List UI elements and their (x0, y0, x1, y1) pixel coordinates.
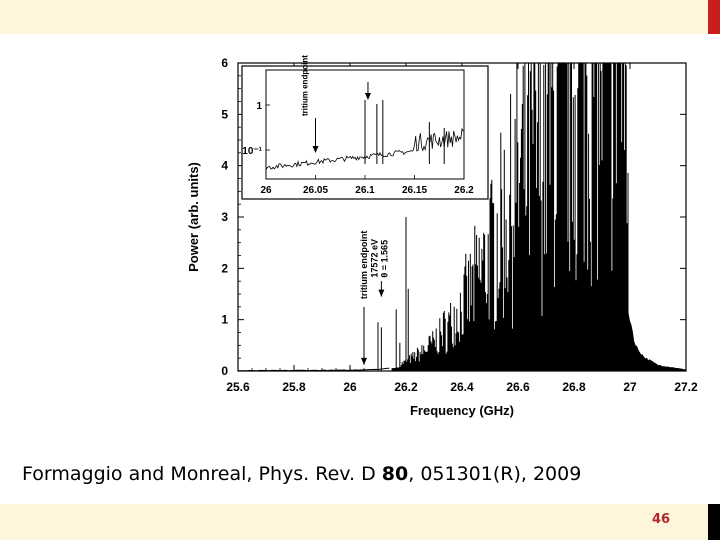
citation-volume: 80 (381, 463, 409, 485)
top-band (0, 0, 720, 34)
theta-label: θ = 1.565 (379, 240, 389, 278)
x-tick-label: 25.6 (226, 380, 250, 394)
tritium-endpoint-label: tritium endpoint (359, 231, 369, 300)
inset-x-tick-label: 26 (260, 185, 272, 196)
inset-axes: 26 26.05 26.1 26.15 26.2 10⁻¹ 1 (242, 69, 474, 196)
spectrum-baseline (238, 367, 390, 371)
x-tick-label: 26.2 (394, 380, 418, 394)
endpoint-arrow-head (361, 357, 367, 365)
inset-x-tick-label: 26.15 (402, 185, 427, 196)
inset-x-tick-label: 26.2 (454, 185, 474, 196)
main-annotations: tritium endpoint 17572 eV θ = 1.565 (359, 231, 389, 365)
top-accent-tab (708, 0, 720, 34)
main-axes: 25.6 25.8 26 26.2 26.4 26.6 26.8 27 27.2 0 1 2 3 4 5 6 (221, 56, 698, 394)
citation: Formaggio and Monreal, Phys. Rev. D 80, … (22, 463, 581, 485)
spectrum-group (238, 63, 686, 371)
x-tick-label: 26.8 (562, 380, 586, 394)
inset-plot: 26 26.05 26.1 26.15 26.2 10⁻¹ 1 tritium endpoi… (241, 55, 489, 200)
y-tick-label: 1 (221, 313, 228, 327)
inset-peak-arrow-head (364, 93, 371, 100)
energy-arrow-head (378, 289, 385, 297)
citation-article: , 051301(R), 2009 (408, 463, 582, 485)
main-plot: 25.6 25.8 26 26.2 26.4 26.6 26.8 27 27.20123456 … (186, 56, 698, 418)
inset-x-tick-label: 26.05 (303, 185, 328, 196)
spectrum-envelope (392, 289, 686, 371)
y-tick-label: 6 (221, 56, 228, 70)
citation-authors: Formaggio and Monreal, Phys. Rev. D (22, 463, 376, 485)
energy-label: 17572 eV (369, 239, 379, 278)
x-tick-label: 26.6 (506, 380, 530, 394)
x-tick-label: 27 (623, 380, 637, 394)
inset-data-layer (266, 100, 464, 170)
inset-y-tick-label: 1 (256, 101, 262, 112)
x-tick-label: 26.4 (450, 380, 474, 394)
x-tick-label: 26 (343, 380, 357, 394)
y-tick-label: 2 (221, 261, 228, 275)
main-y-axis-label: Power (arb. units) (186, 162, 201, 272)
inset-endpoint-arrow-head (312, 146, 319, 153)
inset-annotations: tritium endpoint (301, 55, 371, 153)
inset-x-tick-label: 26.1 (355, 185, 375, 196)
y-tick-label: 4 (221, 159, 228, 173)
y-tick-label: 3 (221, 210, 228, 224)
x-tick-label: 25.8 (282, 380, 306, 394)
main-x-axis-label: Frequency (GHz) (410, 403, 514, 418)
y-tick-label: 0 (221, 364, 228, 378)
page-number: 46 (652, 512, 671, 527)
main-data-layer (238, 63, 686, 371)
inset-y-tick-label: 10⁻¹ (242, 146, 262, 157)
y-tick-label: 5 (221, 107, 228, 121)
bottom-band (0, 504, 720, 540)
inset-spectrum-group (266, 100, 464, 170)
x-tick-label: 27.2 (674, 380, 698, 394)
bottom-accent-tab (708, 504, 720, 540)
inset-tritium-endpoint-label: tritium endpoint (301, 55, 310, 116)
